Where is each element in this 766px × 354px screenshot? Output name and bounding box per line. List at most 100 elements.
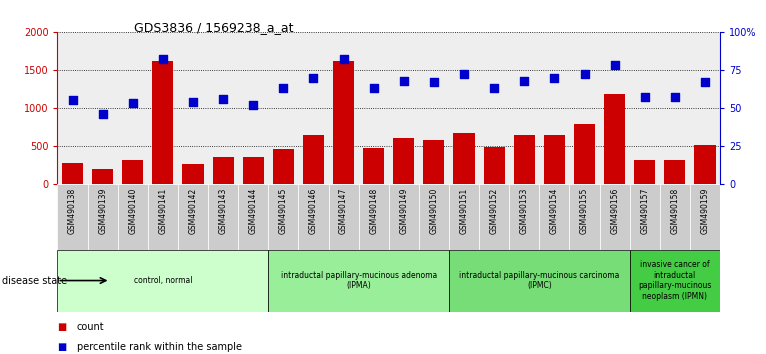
Point xyxy=(458,72,470,77)
FancyBboxPatch shape xyxy=(208,184,238,250)
Point xyxy=(157,56,169,62)
FancyBboxPatch shape xyxy=(449,184,479,250)
Text: GSM490158: GSM490158 xyxy=(670,187,679,234)
Text: GDS3836 / 1569238_a_at: GDS3836 / 1569238_a_at xyxy=(134,21,293,34)
FancyBboxPatch shape xyxy=(268,184,299,250)
Bar xyxy=(152,61,173,184)
Bar xyxy=(483,147,505,184)
FancyBboxPatch shape xyxy=(509,184,539,250)
Point xyxy=(247,102,260,108)
FancyBboxPatch shape xyxy=(57,184,87,250)
FancyBboxPatch shape xyxy=(419,184,449,250)
Bar xyxy=(544,135,565,184)
Bar xyxy=(514,135,535,184)
Text: GSM490144: GSM490144 xyxy=(249,187,257,234)
Point xyxy=(307,75,319,80)
Text: GSM490155: GSM490155 xyxy=(580,187,589,234)
Point xyxy=(126,101,139,106)
FancyBboxPatch shape xyxy=(630,184,660,250)
Point xyxy=(488,85,500,91)
FancyBboxPatch shape xyxy=(299,184,329,250)
Text: intraductal papillary-mucinous carcinoma
(IPMC): intraductal papillary-mucinous carcinoma… xyxy=(459,271,620,290)
Bar xyxy=(424,140,444,184)
Bar xyxy=(212,157,234,184)
FancyBboxPatch shape xyxy=(87,184,118,250)
Text: GSM490159: GSM490159 xyxy=(700,187,709,234)
Bar xyxy=(182,164,204,184)
Bar xyxy=(363,148,385,184)
Text: disease state: disease state xyxy=(2,275,67,286)
Text: GSM490139: GSM490139 xyxy=(98,187,107,234)
Text: percentile rank within the sample: percentile rank within the sample xyxy=(77,342,241,352)
Text: invasive cancer of
intraductal
papillary-mucinous
neoplasm (IPMN): invasive cancer of intraductal papillary… xyxy=(638,261,712,301)
Bar xyxy=(393,138,414,184)
Point xyxy=(427,79,440,85)
Text: GSM490147: GSM490147 xyxy=(339,187,348,234)
Text: GSM490140: GSM490140 xyxy=(128,187,137,234)
FancyBboxPatch shape xyxy=(148,184,178,250)
Bar xyxy=(604,94,625,184)
Text: GSM490143: GSM490143 xyxy=(218,187,228,234)
FancyBboxPatch shape xyxy=(358,184,388,250)
FancyBboxPatch shape xyxy=(660,184,690,250)
Bar xyxy=(574,124,595,184)
Bar xyxy=(634,160,655,184)
FancyBboxPatch shape xyxy=(178,184,208,250)
FancyBboxPatch shape xyxy=(268,250,449,312)
Text: count: count xyxy=(77,322,104,332)
Text: GSM490151: GSM490151 xyxy=(460,187,469,234)
Bar xyxy=(695,145,715,184)
Point xyxy=(699,79,711,85)
FancyBboxPatch shape xyxy=(630,250,720,312)
Point xyxy=(187,99,199,105)
Point xyxy=(217,96,229,102)
Text: ■: ■ xyxy=(57,342,67,352)
Point xyxy=(578,72,591,77)
Text: GSM490157: GSM490157 xyxy=(640,187,650,234)
Bar xyxy=(123,160,143,184)
Point xyxy=(368,85,380,91)
FancyBboxPatch shape xyxy=(118,184,148,250)
Bar xyxy=(92,169,113,184)
Text: GSM490148: GSM490148 xyxy=(369,187,378,234)
Bar xyxy=(273,149,294,184)
Bar xyxy=(664,160,686,184)
FancyBboxPatch shape xyxy=(479,184,509,250)
Text: GSM490141: GSM490141 xyxy=(159,187,167,234)
Text: GSM490149: GSM490149 xyxy=(399,187,408,234)
FancyBboxPatch shape xyxy=(388,184,419,250)
Point xyxy=(639,95,651,100)
Point xyxy=(608,63,620,68)
FancyBboxPatch shape xyxy=(449,250,630,312)
Point xyxy=(277,85,290,91)
Text: control, normal: control, normal xyxy=(133,276,192,285)
Point xyxy=(548,75,561,80)
Text: intraductal papillary-mucinous adenoma
(IPMA): intraductal papillary-mucinous adenoma (… xyxy=(280,271,437,290)
Text: GSM490156: GSM490156 xyxy=(611,187,619,234)
Text: GSM490153: GSM490153 xyxy=(520,187,529,234)
Text: GSM490146: GSM490146 xyxy=(309,187,318,234)
Point xyxy=(669,95,681,100)
Text: ■: ■ xyxy=(57,322,67,332)
Text: GSM490150: GSM490150 xyxy=(430,187,438,234)
Bar xyxy=(333,61,354,184)
Point xyxy=(97,111,109,117)
FancyBboxPatch shape xyxy=(238,184,268,250)
FancyBboxPatch shape xyxy=(539,184,569,250)
FancyBboxPatch shape xyxy=(569,184,600,250)
Bar xyxy=(243,158,264,184)
Text: GSM490152: GSM490152 xyxy=(489,187,499,234)
Text: GSM490154: GSM490154 xyxy=(550,187,559,234)
FancyBboxPatch shape xyxy=(600,184,630,250)
FancyBboxPatch shape xyxy=(329,184,358,250)
Bar xyxy=(453,133,475,184)
Point xyxy=(398,78,410,84)
Bar xyxy=(303,135,324,184)
FancyBboxPatch shape xyxy=(690,184,720,250)
FancyBboxPatch shape xyxy=(57,250,268,312)
Point xyxy=(67,97,79,103)
Text: GSM490145: GSM490145 xyxy=(279,187,288,234)
Text: GSM490142: GSM490142 xyxy=(188,187,198,234)
Point xyxy=(338,56,350,62)
Bar xyxy=(62,163,83,184)
